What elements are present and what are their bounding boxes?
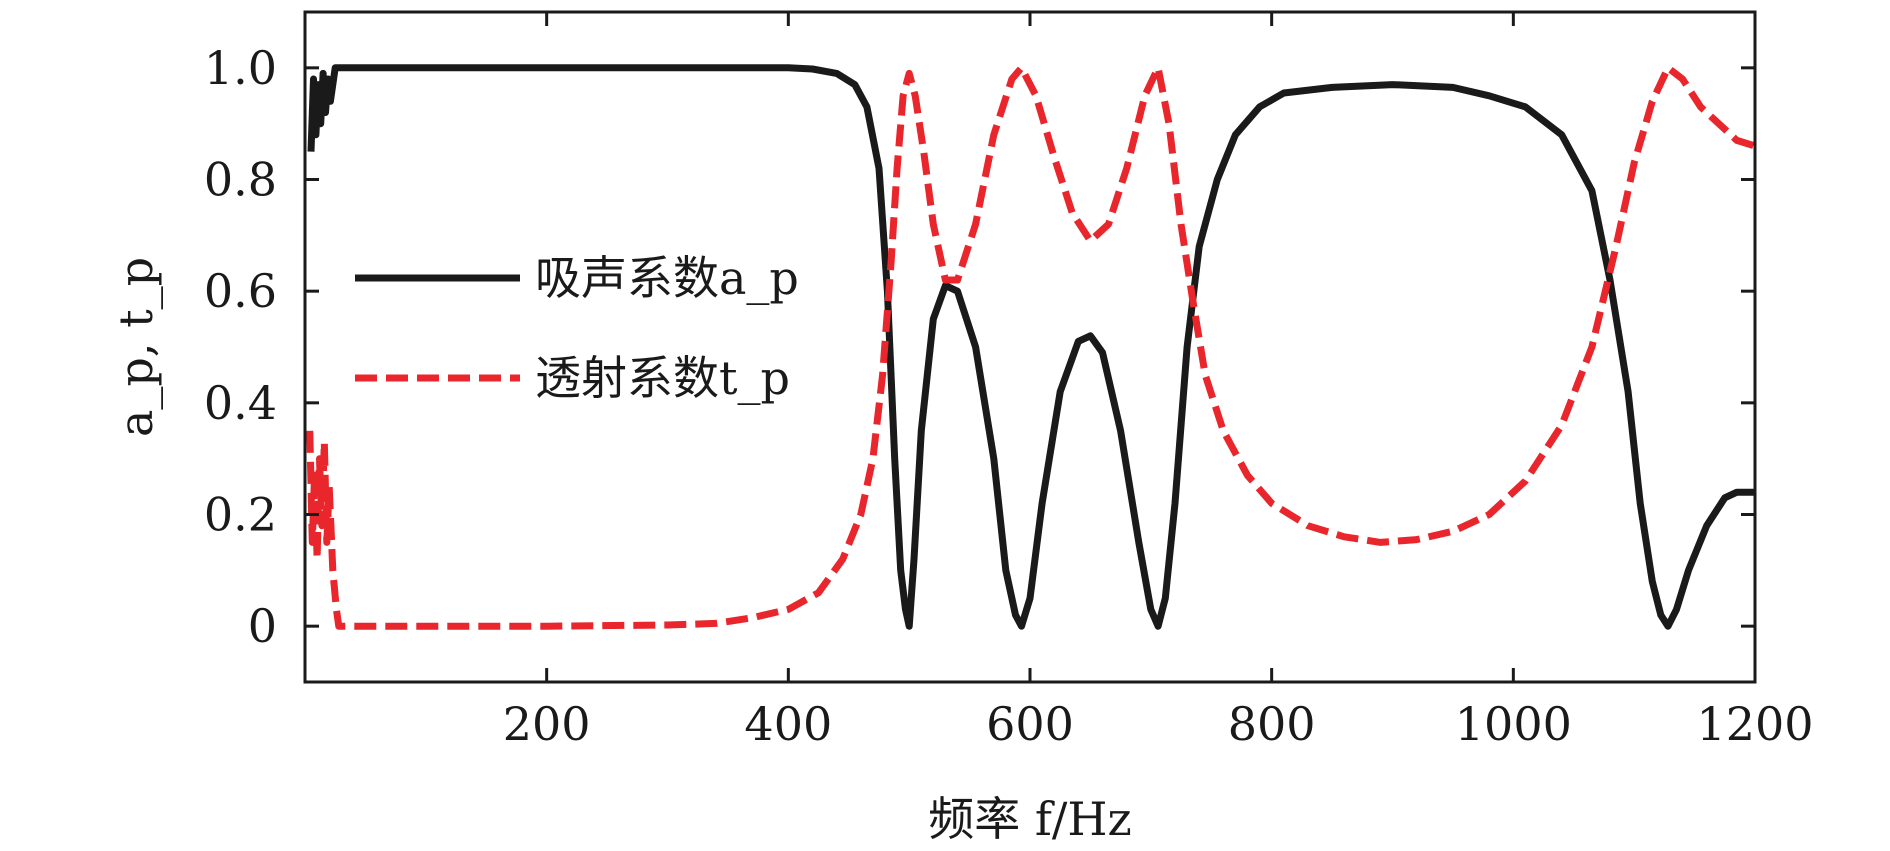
- x-tick-label: 600: [986, 697, 1074, 751]
- series-absorption-line: [307, 64, 1755, 630]
- legend: 吸声系数a_p 透射系数t_p: [355, 251, 799, 405]
- x-tick-label: 400: [744, 697, 832, 751]
- y-tick-label: 0.6: [204, 264, 277, 318]
- x-tick-label: 1200: [1696, 697, 1813, 751]
- x-tick-label: 1000: [1455, 697, 1572, 751]
- legend-label-absorption: 吸声系数a_p: [535, 251, 799, 305]
- y-tick-label: 1.0: [204, 41, 277, 95]
- y-axis-title: a_p, t_p: [109, 257, 163, 437]
- label-layer: 200 400 600 800 1000 1200 0 0.2 0.4 0.6 0.8 1.0: [204, 41, 1814, 751]
- tick-layer: [305, 12, 1757, 682]
- series-layer: [306, 64, 1757, 630]
- y-tick-label: 0: [248, 599, 277, 653]
- legend-label-transmission: 透射系数t_p: [535, 351, 790, 405]
- y-tick-label: 0.8: [204, 153, 277, 207]
- x-tick-label: 200: [503, 697, 591, 751]
- x-tick-label: 800: [1228, 697, 1316, 751]
- x-axis-title: 频率 f/Hz: [928, 792, 1132, 846]
- series-transmission-line: [306, 64, 1757, 630]
- y-tick-label: 0.4: [204, 376, 277, 430]
- y-tick-label: 0.2: [204, 488, 277, 542]
